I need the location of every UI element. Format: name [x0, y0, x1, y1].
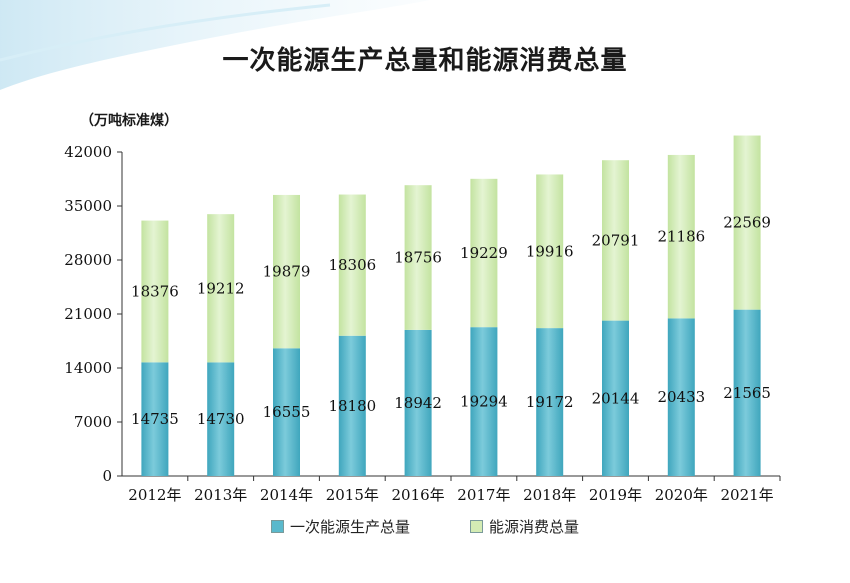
x-tick-label: 2015年	[326, 486, 379, 504]
y-axis-unit: （万吨标准煤）	[80, 113, 178, 129]
bar-consumption	[273, 194, 300, 349]
x-tick-label: 2012年	[128, 486, 181, 504]
bar-consumption	[404, 185, 432, 330]
decorative-swoosh	[0, 0, 430, 90]
chart-title: 一次能源生产总量和能源消费总量	[222, 46, 628, 76]
data-label-consumption: 21186	[657, 228, 705, 246]
y-tick-label: 35000	[64, 197, 112, 215]
bar-production	[404, 329, 432, 476]
y-tick-label: 21000	[64, 305, 112, 323]
legend-swatch-consumption	[470, 520, 483, 533]
data-label-consumption: 18376	[131, 282, 179, 300]
legend-label-production: 一次能源生产总量	[289, 518, 410, 536]
data-label-consumption: 19212	[197, 279, 245, 297]
x-tick-label: 2018年	[523, 486, 576, 504]
data-label-production: 18180	[328, 397, 376, 415]
bar-consumption	[470, 178, 498, 328]
data-label-consumption: 18756	[394, 249, 442, 267]
bar-production	[536, 328, 564, 476]
y-tick-label: 14000	[64, 359, 112, 377]
x-tick-label: 2014年	[260, 486, 313, 504]
data-label-production: 20433	[657, 388, 705, 406]
bar-production	[470, 327, 498, 476]
bar-consumption	[207, 214, 235, 363]
legend-item-consumption: 能源消费总量	[470, 516, 579, 537]
data-label-production: 20144	[592, 389, 640, 407]
data-label-production: 19294	[460, 393, 508, 411]
legend-item-production: 一次能源生产总量	[270, 516, 410, 537]
stacked-bar-chart: 0 7000 14000 21000 28000 35000 42000 14735 18376…	[64, 135, 781, 504]
data-label-consumption: 19916	[526, 242, 574, 260]
bar-production	[667, 318, 695, 476]
bar-consumption	[338, 194, 366, 336]
legend: 一次能源生产总量 能源消费总量	[0, 516, 850, 537]
bar-consumption	[667, 154, 695, 319]
y-tick-label: 28000	[64, 251, 112, 269]
bar-production	[207, 362, 235, 476]
data-label-consumption: 19229	[460, 244, 508, 262]
x-tick-label: 2020年	[655, 486, 708, 504]
bar-production	[733, 309, 761, 476]
x-tick-label: 2019年	[589, 486, 642, 504]
legend-label-consumption: 能源消费总量	[489, 518, 580, 536]
bar-consumption	[602, 160, 629, 321]
bar-consumption	[536, 174, 564, 329]
data-label-production: 14735	[131, 410, 179, 428]
data-label-production: 16555	[263, 403, 311, 421]
x-tick-label: 2021年	[721, 486, 774, 504]
bar-consumption	[733, 135, 761, 310]
bar-production	[141, 362, 169, 476]
data-label-consumption: 20791	[592, 231, 640, 249]
data-label-consumption: 22569	[723, 214, 771, 232]
bar-production	[273, 348, 300, 476]
data-label-production: 19172	[526, 393, 574, 411]
y-tick-label: 42000	[64, 143, 112, 161]
x-tick-label: 2017年	[457, 486, 510, 504]
data-label-consumption: 19879	[263, 263, 311, 281]
data-label-production: 18942	[394, 394, 442, 412]
y-tick-label: 0	[102, 467, 112, 485]
data-label-consumption: 18306	[328, 256, 376, 274]
data-label-production: 14730	[197, 410, 245, 428]
x-tick-label: 2016年	[392, 486, 445, 504]
bar-consumption	[141, 220, 169, 363]
bar-production	[338, 335, 366, 476]
y-tick-label: 7000	[74, 413, 112, 431]
data-label-production: 21565	[723, 384, 771, 402]
legend-swatch-production	[270, 520, 284, 533]
x-tick-label: 2013年	[194, 486, 247, 504]
bar-production	[602, 320, 629, 476]
